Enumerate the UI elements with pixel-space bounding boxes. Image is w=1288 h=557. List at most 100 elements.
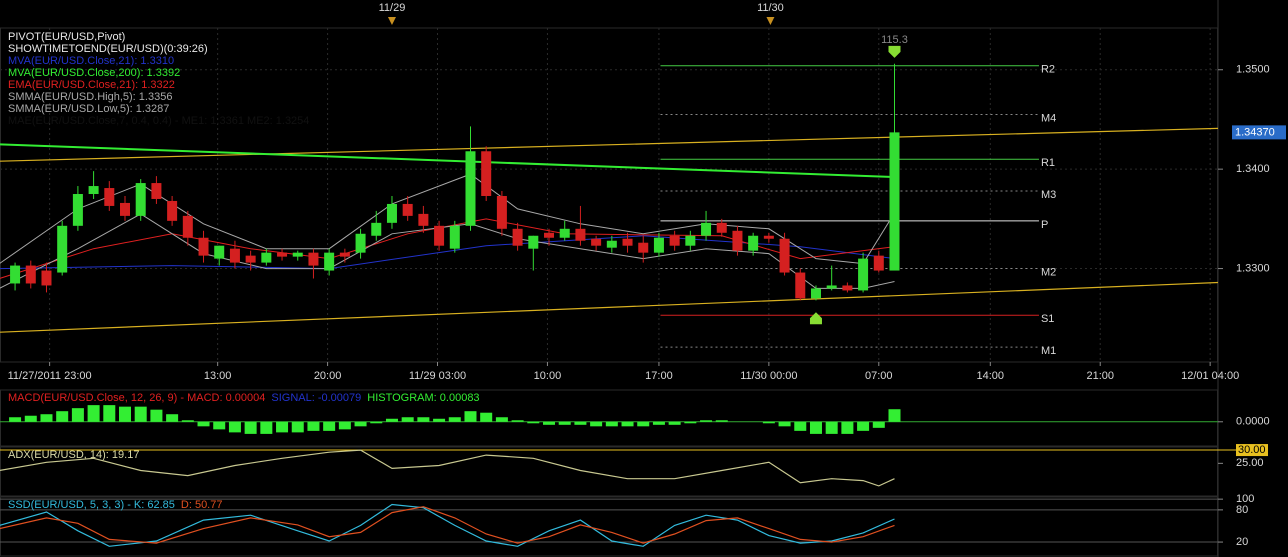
date-marker-label: 11/29 (379, 2, 406, 14)
histogram-bar (841, 421, 854, 434)
histogram-bar (715, 420, 728, 422)
histogram-bar (228, 421, 241, 433)
candle-body (151, 183, 162, 199)
annotation: 115.3 (881, 34, 908, 46)
candle-body (591, 238, 602, 246)
x-tick-label: 10:00 (534, 370, 562, 382)
pivot-label: M2 (1041, 266, 1056, 278)
candle-body (245, 255, 256, 263)
candle-body (465, 151, 476, 226)
indicator-line (0, 143, 895, 179)
histogram-bar (668, 421, 681, 425)
y-tick-label: 0.0000 (1236, 416, 1270, 428)
histogram-bar (857, 421, 870, 431)
pivot-label: M1 (1041, 345, 1056, 357)
candle-body (826, 285, 837, 289)
candle-body (229, 248, 240, 263)
pivot-label: M4 (1041, 112, 1056, 124)
panel-title-part: ADX(EUR/USD, 14): 19.17 (8, 449, 139, 461)
histogram-bar (511, 420, 524, 422)
candle-body (685, 235, 696, 246)
x-tick-label: 21:00 (1086, 370, 1114, 382)
indicator-line (0, 218, 895, 279)
histogram-bar (103, 405, 116, 422)
y-tick-label: 25.00 (1236, 457, 1264, 469)
x-tick-label: 07:00 (865, 370, 893, 382)
histogram-bar (495, 417, 508, 422)
histogram-bar (621, 421, 634, 427)
histogram-bar (385, 418, 398, 422)
candle-body (104, 188, 115, 206)
panel-title-part: MACD(EUR/USD.Close, 12, 26, 9) - MACD: 0… (8, 392, 265, 404)
trend-line (0, 127, 1219, 162)
pivot-label: P (1041, 219, 1048, 231)
legend-entry: SMMA(EUR/USD.Low,5): 1.3287 (8, 103, 169, 115)
level-box (1236, 444, 1268, 457)
histogram-bar (134, 406, 147, 422)
pivot-label: R2 (1041, 64, 1055, 76)
legend-entry: PIVOT(EUR/USD,Pivot) (8, 31, 125, 43)
panel-title: ADX(EUR/USD, 14): 19.17 (8, 449, 139, 461)
histogram-bar (637, 421, 650, 427)
candle-body (481, 151, 492, 196)
legend-entry: MAE(EUR/USD.Close,7, 0.4, 0.4) - ME1: 1.… (8, 115, 309, 127)
panel-title-part: SIGNAL: -0.00079 (271, 392, 361, 404)
candle-body (434, 225, 445, 246)
candle-body (858, 258, 869, 291)
histogram-bar (197, 421, 210, 427)
panel-frame (0, 27, 1218, 363)
last-price-label: 1.34370 (1235, 126, 1275, 138)
histogram-bar (370, 421, 383, 424)
histogram-bar (40, 414, 53, 422)
candle-body (638, 242, 649, 253)
histogram-bar (260, 421, 273, 434)
candle-body (88, 186, 99, 195)
candle-body (606, 240, 617, 248)
candle-body (496, 195, 507, 229)
candle-body (214, 245, 225, 259)
histogram-bar (150, 409, 163, 422)
histogram-bar (433, 418, 446, 422)
candle-body (135, 183, 146, 216)
candle-body (277, 252, 288, 257)
candle-body (182, 215, 193, 238)
histogram-bar (181, 420, 194, 422)
candle-body (25, 265, 36, 284)
histogram-bar (888, 409, 901, 422)
histogram-bar (825, 421, 838, 434)
x-tick-label: 11/30 00:00 (740, 370, 797, 382)
histogram-bar (417, 417, 430, 422)
x-tick-label: 13:00 (204, 370, 232, 382)
x-tick-label: 20:00 (314, 370, 342, 382)
candle-body (669, 235, 680, 246)
candle-body (449, 225, 460, 249)
histogram-bar (9, 417, 22, 422)
pivot-label: M3 (1041, 189, 1056, 201)
candle-body (810, 288, 821, 299)
histogram-bar (700, 420, 713, 422)
legend-entry: MVA(EUR/USD.Close,21): 1.3310 (8, 55, 174, 67)
candle-body (528, 235, 539, 249)
candle-body (748, 235, 759, 251)
legend-entry: SMMA(EUR/USD.High,5): 1.3356 (8, 91, 172, 103)
panel-title-part: HISTOGRAM: 0.00083 (367, 392, 479, 404)
histogram-bar (291, 421, 304, 433)
y-tick-label: 1.3300 (1236, 262, 1270, 274)
histogram-bar (213, 421, 226, 430)
histogram-bar (119, 406, 132, 422)
panel-title-part: D: 50.77 (181, 499, 223, 511)
trend-line (0, 281, 1219, 333)
histogram-bar (558, 421, 571, 425)
y-tick-label: 20 (1236, 536, 1248, 548)
histogram-bar (684, 421, 697, 424)
candle-body (732, 230, 743, 251)
candle-body (653, 237, 664, 253)
candle-body (198, 237, 209, 256)
candle-body (72, 194, 83, 226)
candle-body (261, 252, 272, 263)
legend-entry: MVA(EUR/USD.Close,200): 1.3392 (8, 67, 180, 79)
pivot-label: R1 (1041, 157, 1055, 169)
candle-body (842, 285, 853, 291)
